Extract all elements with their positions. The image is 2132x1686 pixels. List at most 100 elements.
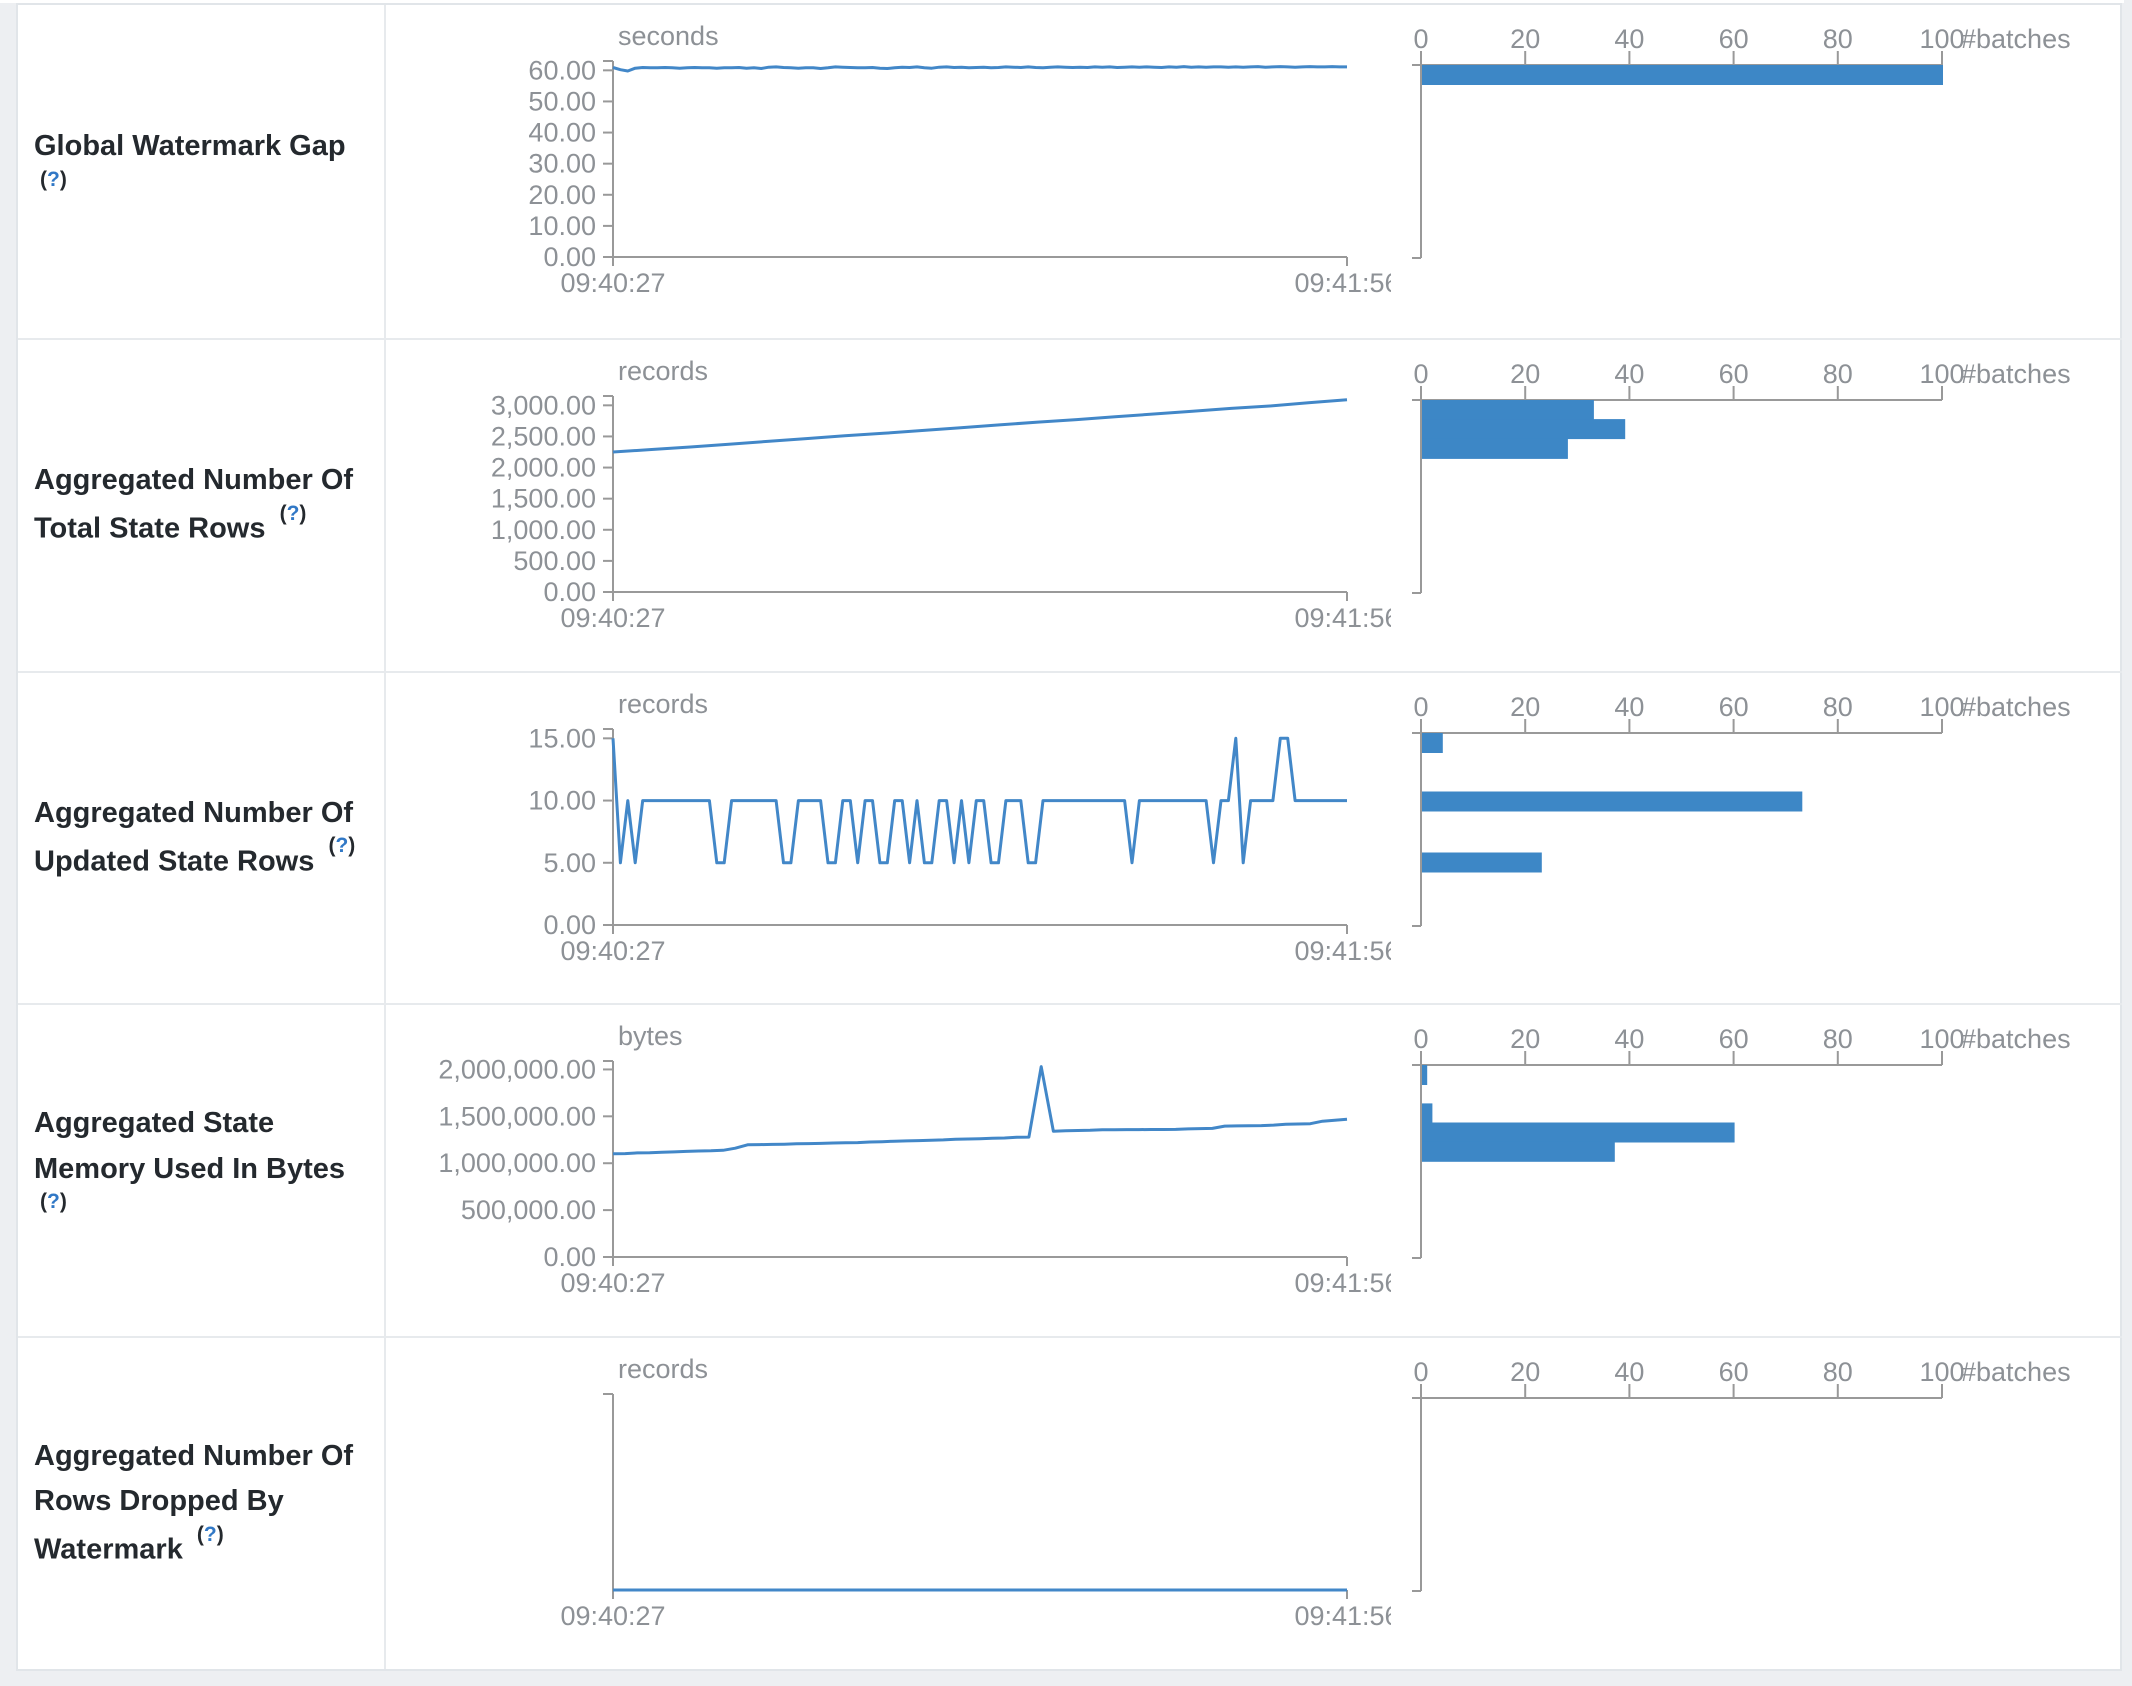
histogram-bar [1422, 732, 1443, 753]
y-tick-label: 30.00 [528, 149, 596, 179]
metric-row-aggregated-rows-dropped-by-watermark: Aggregated Number Of Rows Dropped By Wat… [18, 1336, 2122, 1669]
hist-tick-label: 100 [1919, 24, 1964, 54]
y-tick-label: 0.00 [543, 1242, 596, 1272]
y-tick-label: 0.00 [543, 242, 596, 272]
hist-tick-label: 20 [1510, 24, 1540, 54]
x-start-label: 09:40:27 [560, 936, 665, 966]
y-tick-label: 2,000.00 [491, 452, 596, 482]
timeline-cell: bytes 2,000,000.00 1,500,000.00 1,000,000.0… [386, 1005, 1391, 1336]
metric-label: Global Watermark Gap (?) [34, 124, 360, 218]
metric-row-aggregated-state-memory-used: Aggregated State Memory Used In Bytes (?… [18, 1003, 2122, 1337]
help-marker: (?) [40, 1190, 67, 1214]
hist-tick-label: 0 [1413, 692, 1428, 722]
x-end-label: 09:41:56 [1294, 1601, 1391, 1631]
histogram-bar [1422, 1065, 1428, 1086]
timeline-unit-label: seconds [618, 21, 719, 51]
x-start-label: 09:40:27 [560, 603, 665, 633]
x-end-label: 09:41:56 [1294, 603, 1391, 633]
help-tooltip-link[interactable]: ? [335, 834, 349, 858]
metric-label-cell: Aggregated Number Of Total State Rows (?… [18, 339, 386, 671]
y-tick-label: 50.00 [528, 86, 596, 116]
timeline-series-line [612, 1065, 1348, 1156]
timeline-cell: records 09:40:27 09:41:56 [386, 1338, 1391, 1669]
table-top-edge [0, 0, 2124, 3]
hist-tick-label: 100 [1919, 359, 1964, 389]
hist-tick-label: 20 [1510, 1357, 1540, 1387]
histogram-cell: 0 20 40 60 80 100 #batches [1391, 1338, 2122, 1669]
hist-unit-label: #batches [1961, 24, 2071, 54]
timeline-unit-label: records [618, 356, 708, 386]
metric-label-cell: Global Watermark Gap (?) [18, 5, 386, 338]
y-tick-label: 1,500,000.00 [438, 1102, 596, 1132]
help-marker: (?) [328, 834, 356, 858]
timeline-chart-global-watermark-gap: seconds 60.0050.0040.0030.0020.0010.000.0… [528, 21, 1391, 298]
help-tooltip-link[interactable]: ? [47, 1190, 60, 1214]
timeline-cell: seconds 60.00 50.00 40.00 30.00 20.00 10.00 0.0… [386, 5, 1391, 338]
histogram-chart-aggregated-total-state-rows: 0 20 40 60 80 100#batches [1412, 359, 2071, 594]
metric-label: Aggregated Number Of Total State Rows (?… [34, 458, 360, 552]
metric-label-cell: Aggregated Number Of Updated State Rows … [18, 672, 386, 1004]
hist-tick-label: 100 [1919, 1357, 1964, 1387]
timeline-chart-aggregated-rows-dropped-by-watermark: records 09:40:27 09:41:56 [560, 1354, 1391, 1631]
hist-tick-label: 60 [1719, 692, 1749, 722]
hist-tick-label: 60 [1719, 1357, 1749, 1387]
timeline-series-line [612, 398, 1348, 454]
y-tick-label: 2,000,000.00 [438, 1055, 596, 1085]
x-start-label: 09:40:27 [560, 268, 665, 298]
metric-row-aggregated-updated-state-rows: Aggregated Number Of Updated State Rows … [18, 670, 2122, 1004]
y-tick-label: 2,500.00 [491, 421, 596, 451]
histogram-cell: 0 20 40 60 80 100 #batches [1391, 5, 2122, 338]
hist-unit-label: #batches [1961, 1024, 2071, 1054]
help-marker: (?) [279, 501, 307, 525]
hist-tick-label: 80 [1823, 692, 1853, 722]
y-tick-label: 3,000.00 [491, 390, 596, 420]
histogram-bar [1422, 65, 1943, 85]
metric-label-cell: Aggregated Number Of Rows Dropped By Wat… [18, 1338, 386, 1669]
hist-tick-label: 0 [1413, 359, 1428, 389]
hist-tick-label: 60 [1719, 359, 1749, 389]
y-tick-label: 500.00 [513, 546, 596, 576]
histogram-cell: 0 20 40 60 80 100 #batches [1391, 673, 2122, 1004]
metric-label-text: Aggregated State Memory Used In Bytes [34, 1106, 346, 1185]
help-tooltip-link[interactable]: ? [203, 1522, 217, 1546]
timeline-chart-aggregated-total-state-rows: records 3,000.002,500.002,000.001,500.001… [491, 356, 1391, 633]
hist-tick-label: 80 [1823, 1357, 1853, 1387]
help-tooltip-link[interactable]: ? [47, 167, 60, 191]
help-tooltip-link[interactable]: ? [286, 501, 300, 525]
hist-tick-label: 40 [1614, 359, 1644, 389]
y-tick-label: 500,000.00 [461, 1196, 596, 1226]
timeline-series-line [611, 736, 1347, 864]
y-tick-label: 40.00 [528, 118, 596, 148]
histogram-bar [1422, 791, 1803, 812]
y-tick-label: 0.00 [543, 577, 596, 607]
x-end-label: 09:41:56 [1294, 936, 1391, 966]
histogram-bar [1422, 1122, 1735, 1143]
hist-unit-label: #batches [1961, 692, 2071, 722]
y-tick-label: 20.00 [528, 180, 596, 210]
hist-tick-label: 60 [1719, 24, 1749, 54]
metric-label-text: Aggregated Number Of Updated State Rows [34, 796, 354, 878]
hist-tick-label: 100 [1919, 692, 1964, 722]
metrics-table: Global Watermark Gap (?) seconds 60.00 50.0… [16, 3, 2122, 1671]
help-marker: (?) [196, 1522, 224, 1546]
y-tick-label: 15.00 [528, 723, 596, 753]
timeline-unit-label: bytes [618, 1021, 683, 1051]
histogram-chart-aggregated-updated-state-rows: 0 20 40 60 80 100#batches [1412, 692, 2071, 927]
hist-unit-label: #batches [1961, 359, 2071, 389]
histogram-bar [1422, 399, 1594, 420]
y-tick-label: 1,000.00 [491, 515, 596, 545]
x-start-label: 09:40:27 [560, 1601, 665, 1631]
histogram-cell: 0 20 40 60 80 100 #batches [1391, 1005, 2122, 1336]
histogram-bar [1422, 418, 1626, 439]
metric-label-text: Global Watermark Gap [34, 130, 346, 163]
y-tick-label: 1,000,000.00 [438, 1149, 596, 1179]
hist-tick-label: 60 [1719, 1024, 1749, 1054]
histogram-chart-global-watermark-gap: 0 20 40 60 80 100#batches [1412, 24, 2071, 259]
histogram-cell: 0 20 40 60 80 100 #batches [1391, 340, 2122, 671]
hist-tick-label: 40 [1614, 1357, 1644, 1387]
metric-label-text: Aggregated Number Of Rows Dropped By Wat… [34, 1439, 354, 1566]
histogram-bar [1422, 1142, 1615, 1163]
y-tick-label: 5.00 [543, 847, 596, 877]
hist-unit-label: #batches [1961, 1357, 2071, 1387]
